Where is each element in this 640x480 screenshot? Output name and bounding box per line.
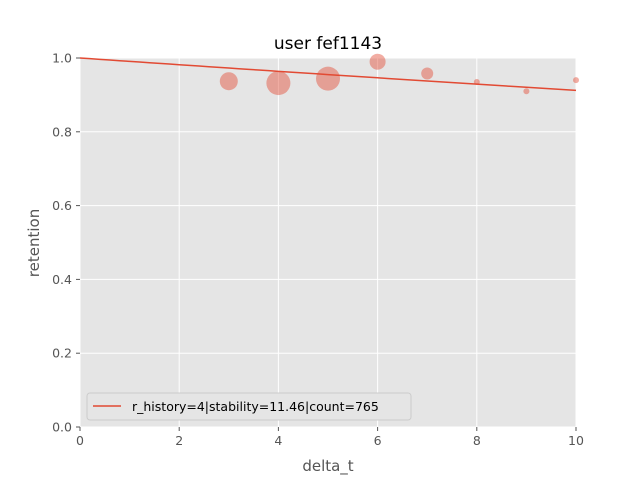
data-point — [523, 88, 530, 95]
y-tick-label: 0.4 — [52, 272, 72, 287]
x-tick-label: 6 — [374, 433, 382, 448]
data-point — [369, 53, 386, 70]
y-tick-label: 1.0 — [52, 51, 72, 66]
y-tick-label: 0.2 — [52, 346, 72, 361]
data-point — [573, 77, 579, 84]
x-tick-label: 8 — [473, 433, 481, 448]
x-tick-label: 10 — [568, 433, 584, 448]
chart-title: user fef1143 — [274, 34, 382, 54]
data-point — [421, 67, 434, 80]
x-tick-label: 0 — [76, 433, 84, 448]
legend-entry-fit: r_history=4|stability=11.46|count=765 — [132, 399, 379, 414]
legend-box — [86, 392, 412, 421]
y-tick-label: 0.0 — [52, 420, 72, 435]
data-point — [219, 72, 238, 91]
y-tick-label: 0.6 — [52, 198, 72, 213]
x-tick-label: 4 — [274, 433, 282, 448]
plot-area — [80, 58, 576, 427]
axis-ticks: 0 2 4 6 8 10 0.0 0.2 0.4 0.6 0.8 1.0 — [52, 51, 584, 449]
legend: r_history=4|stability=11.46|count=765 — [86, 392, 412, 421]
grid-lines — [79, 57, 577, 428]
data-point — [266, 71, 291, 96]
y-axis-label: retention — [25, 209, 43, 277]
fit-line — [79, 57, 577, 92]
x-tick-label: 2 — [175, 433, 183, 448]
x-axis-label: delta_t — [302, 457, 353, 476]
y-tick-label: 0.8 — [52, 124, 72, 139]
data-point — [316, 66, 340, 91]
